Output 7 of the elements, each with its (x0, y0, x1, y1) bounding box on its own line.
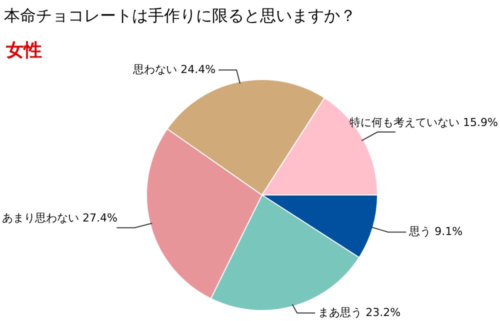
chart-title: 本命チョコレートは手作りに限ると思いますか？ (4, 6, 356, 27)
slice-label: まあ思う 23.2% (318, 306, 401, 319)
slice-label: あまり思わない 27.4% (2, 212, 118, 225)
slice-label: 思う 9.1% (408, 224, 463, 238)
slice-label: 特に何も考えていない 15.9% (350, 116, 498, 129)
chart-subtitle: 女性 (6, 39, 42, 62)
slice-label: 思わない 24.4% (132, 62, 216, 76)
